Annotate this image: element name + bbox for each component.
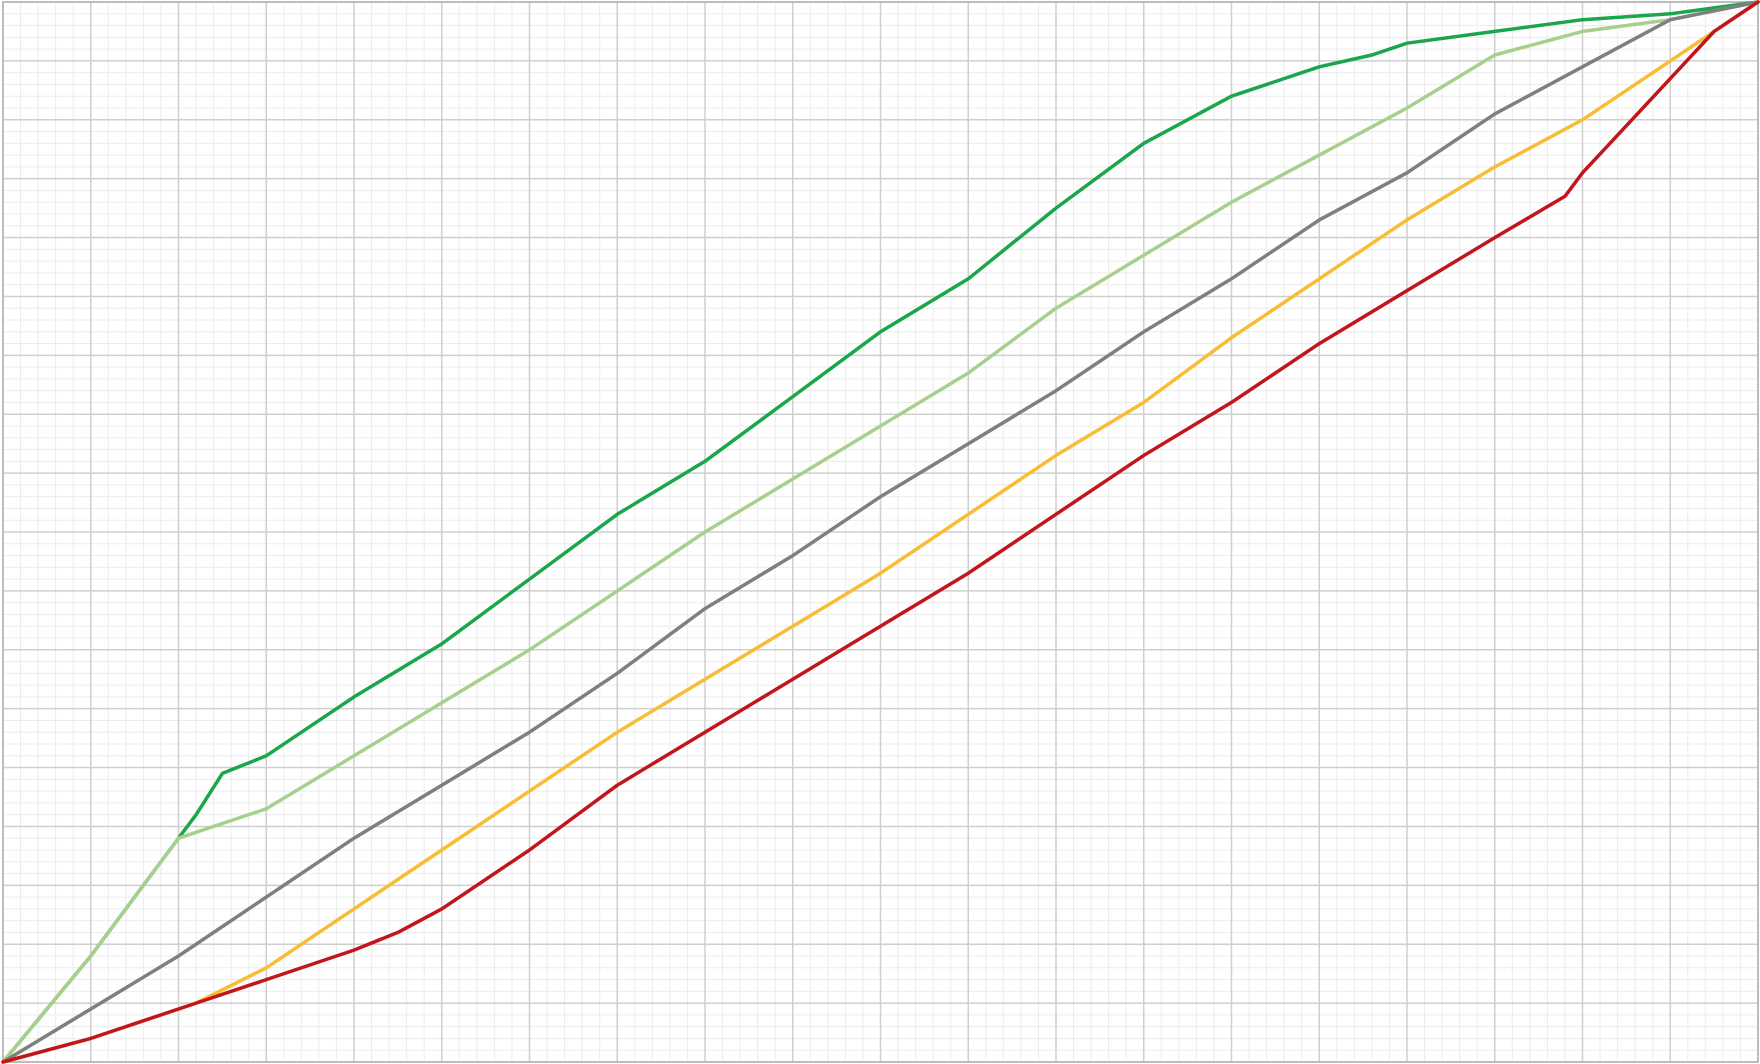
series-line-1 [1, 0, 1760, 1064]
plot-border [2, 1, 1759, 1063]
series-line-4 [1, 0, 1760, 1064]
series-line-5 [1, 0, 1760, 1064]
line-chart [1, 0, 1760, 1064]
chart-area [1, 0, 1760, 1064]
series-line-2 [1, 0, 1760, 1064]
major-gridlines [2, 1, 1759, 1063]
series-line-3 [1, 0, 1760, 1064]
series-layer [1, 0, 1760, 1064]
